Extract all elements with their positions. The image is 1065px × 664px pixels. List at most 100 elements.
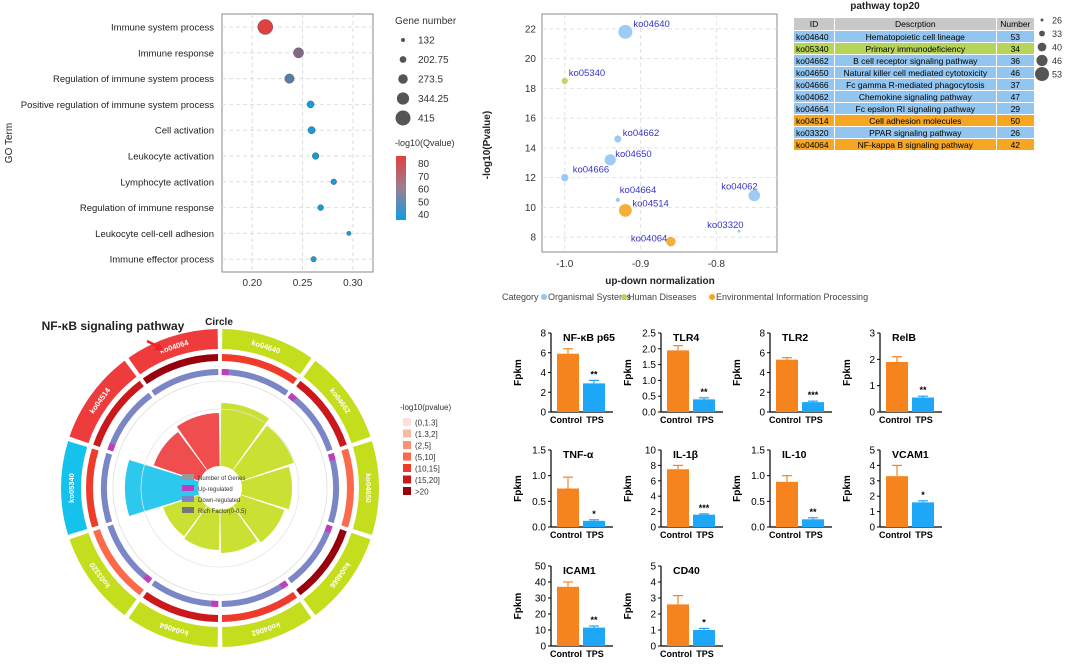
- table-row: ko04662 B cell receptor signaling pathway…: [793, 54, 1036, 67]
- y-tick-label: 4: [869, 461, 875, 472]
- y-tick-label: 20: [525, 54, 537, 65]
- inner-legend-label: Up-regulated: [198, 487, 233, 493]
- category-label: Control: [879, 415, 911, 425]
- sector-count-ring: [107, 392, 153, 452]
- sector-rich-factor: [163, 495, 207, 537]
- y-tick-label: 18: [525, 84, 537, 95]
- inner-legend-label: Number of Genes: [198, 476, 245, 482]
- y-tick-label: 4: [540, 368, 546, 379]
- category-label: TPS: [805, 530, 823, 540]
- y-tick-label: 0.5: [642, 392, 656, 403]
- size-legend-dot: [399, 56, 407, 63]
- sector-outer: [128, 601, 218, 647]
- category-label: TPS: [915, 415, 933, 425]
- category-label: Control: [660, 649, 692, 659]
- table-row: ko04514 Cell adhesion molecules 50: [793, 114, 1036, 127]
- bar: [667, 469, 689, 527]
- y-tick-label: 1.5: [751, 446, 765, 457]
- y-tick-label: 8: [650, 461, 656, 472]
- significance-label: ***: [808, 390, 819, 400]
- category-label: Leukocyte activation: [128, 152, 214, 163]
- y-tick-label: 2: [869, 492, 875, 503]
- panel-title: VCAM1: [892, 449, 929, 461]
- category-label: Control: [769, 530, 801, 540]
- y-axis-title: Fpkm: [513, 593, 524, 620]
- size-legend-dot: [398, 74, 408, 84]
- panel-title: CD40: [673, 565, 700, 577]
- y-tick-label: 1.0: [532, 471, 546, 482]
- point-label: ko04640: [633, 19, 669, 30]
- inner-legend-swatch: [182, 507, 194, 513]
- data-point: [737, 229, 741, 233]
- y-tick-label: 30: [535, 594, 547, 605]
- point-label: ko05340: [569, 68, 605, 79]
- sector-rich-factor: [220, 505, 258, 553]
- table-cell-id: ko04062: [793, 90, 835, 103]
- y-tick-label: 1.5: [532, 446, 546, 457]
- category-label: Control: [550, 649, 582, 659]
- category-label: TPS: [696, 415, 714, 425]
- inner-legend-swatch: [182, 496, 194, 502]
- sector-pvalue-ring: [296, 380, 347, 447]
- sector-count-ring: [107, 524, 153, 584]
- table-cell-desc: Primary immunodeficiency: [833, 42, 997, 55]
- y-tick-label: 3: [869, 476, 875, 487]
- table-cell-desc: Fc epsilon RI signaling pathway: [833, 102, 997, 115]
- y-tick-label: 6: [540, 348, 546, 359]
- y-tick-label: 2.5: [642, 329, 656, 340]
- y-tick-label: 14: [525, 143, 537, 154]
- pvalue-legend-swatch: [403, 429, 411, 438]
- size-legend-label: 344.25: [418, 94, 449, 105]
- bar: [912, 502, 934, 527]
- category-label: Immune effector process: [110, 255, 215, 266]
- sector-updown-mark: [211, 600, 219, 607]
- table-row: ko04064 NF-kappa B signaling pathway 42: [793, 138, 1036, 151]
- y-tick-label: 8: [530, 233, 536, 244]
- sector-rich-factor: [125, 460, 199, 516]
- y-tick-label: 1.0: [642, 376, 656, 387]
- sector-pvalue-ring: [296, 529, 347, 596]
- color-legend-label: 50: [418, 197, 430, 208]
- color-legend-bar: [396, 156, 406, 220]
- y-axis-title: Fpkm: [732, 475, 743, 502]
- y-tick-label: 4: [759, 368, 765, 379]
- chart-title: NF-κB signaling pathway: [42, 319, 185, 333]
- category-label: Positive regulation of immune system pro…: [21, 100, 214, 111]
- sector-count-ring: [221, 580, 289, 607]
- data-point: [284, 73, 295, 84]
- bar: [583, 383, 605, 412]
- y-tick-label: 0.5: [532, 497, 546, 508]
- y-tick-label: 5: [650, 562, 656, 573]
- kegg-top-table: ID Descrption Number ko04640 Hematopoieti…: [793, 17, 1036, 151]
- sector-updown-mark: [327, 452, 336, 462]
- y-tick-label: 0.0: [642, 408, 656, 419]
- fpkm-bars-panel: 0 2 4 6 8 Fpkm NF-κB p65 Control TPS ** 0.0 0.5 1.0 1…: [513, 329, 942, 659]
- bar: [776, 481, 798, 527]
- sector-outer: [69, 532, 137, 616]
- sector-label: ko05340: [67, 473, 76, 503]
- data-point: [561, 173, 569, 182]
- y-tick-label: 1: [869, 507, 875, 518]
- size-legend-dot: [401, 38, 405, 42]
- bar: [912, 397, 934, 412]
- category-legend-label: Environmental Information Processing: [716, 292, 868, 302]
- y-tick-label: 1.0: [751, 471, 765, 482]
- sector-rich-factor: [233, 425, 294, 481]
- category-label: TPS: [586, 530, 604, 540]
- panel-title: ICAM1: [563, 565, 596, 577]
- data-point: [561, 77, 568, 85]
- table-cell-id: ko04666: [793, 78, 835, 91]
- significance-label: **: [700, 387, 708, 397]
- y-tick-label: 22: [525, 24, 537, 35]
- pvalue-legend-label: (15,20]: [415, 476, 440, 485]
- data-point: [346, 230, 352, 236]
- panel-title: NF-κB p65: [563, 332, 615, 344]
- data-point: [618, 24, 633, 39]
- sector-rich-factor: [241, 466, 292, 510]
- category-label: Lymphocyte activation: [120, 177, 214, 188]
- panel-title: TLR2: [782, 332, 808, 344]
- size-legend-label: 33: [1052, 29, 1062, 39]
- y-tick-label: 0: [540, 408, 546, 419]
- pvalue-legend-label: (0,1.3]: [415, 419, 438, 428]
- sector-count-ring: [221, 369, 289, 396]
